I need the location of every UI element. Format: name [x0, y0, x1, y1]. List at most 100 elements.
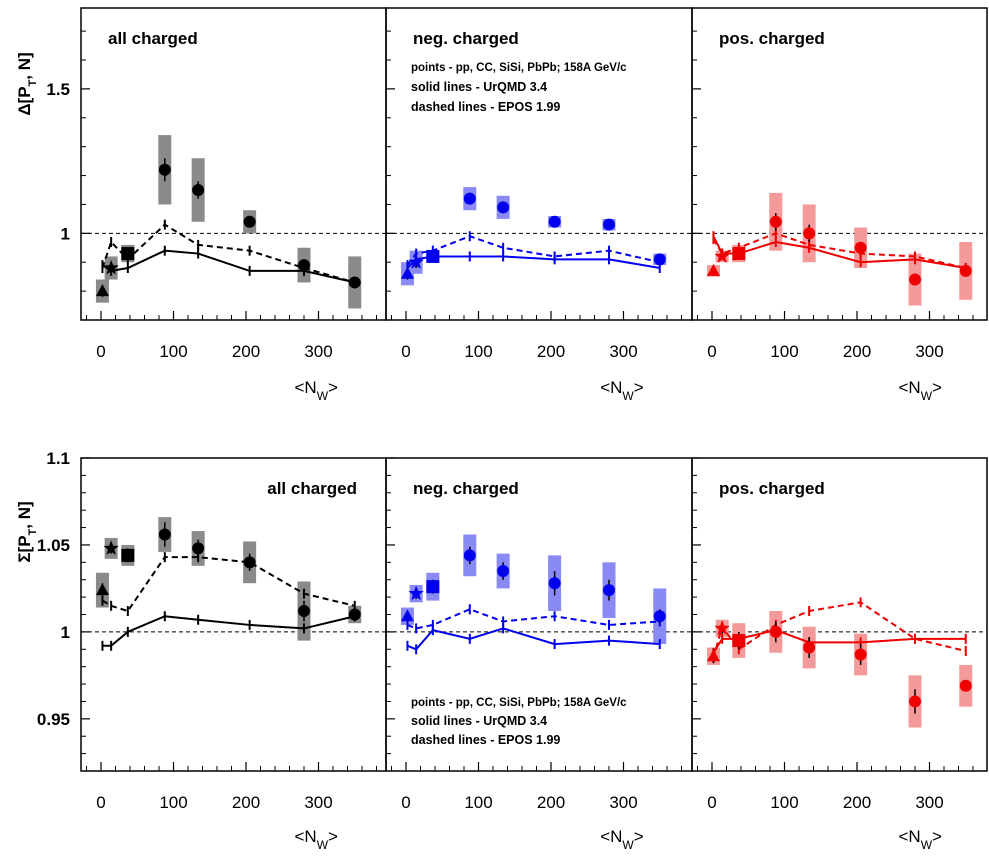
- data-point-square: [426, 580, 440, 594]
- data-point-triangle: [400, 266, 414, 279]
- data-point-circle: [959, 679, 972, 692]
- urqmd-line: [407, 627, 660, 651]
- epos-line: [406, 235, 660, 266]
- data-point-star: [103, 260, 119, 275]
- x-axis-label: <NW>: [899, 378, 943, 403]
- panel-frame: [691, 457, 988, 772]
- x-axis-label: <NW>: [295, 827, 339, 851]
- y-tick-label: 1: [61, 623, 70, 642]
- legend-line: dashed lines - EPOS 1.99: [411, 100, 560, 114]
- x-tick-label: 200: [232, 342, 260, 361]
- legend-line: solid lines - UrQMD 3.4: [411, 714, 547, 728]
- x-tick-label: 100: [464, 342, 492, 361]
- data-point-square: [732, 634, 746, 648]
- panel-frame: [80, 7, 387, 321]
- data-point-circle: [959, 264, 972, 277]
- panel-label: pos. charged: [719, 29, 825, 48]
- x-tick-label: 100: [159, 342, 187, 361]
- x-tick-label: 100: [464, 793, 492, 812]
- data-point-circle: [497, 201, 510, 214]
- data-point-circle: [803, 641, 816, 654]
- x-tick-label: 300: [915, 793, 943, 812]
- data-point-circle: [653, 253, 666, 266]
- data-point-circle: [243, 556, 256, 569]
- y-tick-label: 1.05: [37, 536, 70, 555]
- panel-frame: [691, 7, 988, 321]
- data-point-circle: [603, 218, 615, 231]
- panel-label: neg. charged: [413, 479, 519, 498]
- x-axis-label: <NW>: [295, 378, 339, 403]
- x-tick-label: 200: [843, 793, 871, 812]
- panel-all-charged: 0 100 200 300 <NW> all charged: [80, 7, 387, 403]
- urqmd-line: [712, 629, 966, 654]
- x-tick-label: 200: [537, 793, 565, 812]
- data-point-circle: [653, 610, 666, 623]
- data-point-triangle: [706, 649, 720, 662]
- y-tick-label: 1.5: [46, 80, 70, 99]
- data-point-triangle: [95, 583, 109, 596]
- panel-label: pos. charged: [719, 479, 825, 498]
- data-point-circle: [854, 648, 867, 661]
- x-tick-label: 300: [915, 342, 943, 361]
- data-point-circle: [909, 695, 921, 708]
- x-axis-label: <NW>: [600, 827, 644, 851]
- data-point-circle: [192, 542, 205, 555]
- y-tick-label: 0.95: [37, 710, 70, 729]
- data-point-triangle: [95, 284, 109, 297]
- x-tick-label: 100: [770, 342, 798, 361]
- panel-neg-charged: 0 100 200 300 <NW> neg. charged points - pp, C…: [385, 457, 693, 852]
- epos-line: [101, 223, 356, 284]
- data-point-circle: [548, 577, 561, 590]
- panel-neg-charged: 0 100 200 300 <NW> neg. charged points - pp, C…: [385, 7, 693, 403]
- data-point-star: [408, 254, 424, 269]
- y-tick-label: 1: [61, 224, 70, 243]
- panel-all-charged: 0 100 200 300 <NW> all charged: [80, 457, 387, 852]
- data-point-circle: [497, 565, 510, 578]
- data-point-square: [121, 548, 135, 562]
- x-tick-label: 300: [609, 342, 637, 361]
- x-tick-label: 200: [537, 342, 565, 361]
- data-point-circle: [463, 549, 476, 562]
- x-tick-label: 100: [159, 793, 187, 812]
- panel-pos-charged: 0 100 200 300 <NW> pos. charged: [691, 457, 988, 852]
- x-tick-label: 0: [401, 793, 410, 812]
- epos-line: [407, 608, 660, 630]
- data-point-star: [714, 620, 730, 635]
- legend-line: points - pp, CC, SiSi, PbPb; 158A GeV/c: [411, 697, 627, 709]
- panel-label: neg. charged: [413, 29, 519, 48]
- data-point-circle: [348, 608, 361, 621]
- data-point-square: [732, 247, 746, 261]
- x-tick-label: 300: [304, 793, 332, 812]
- y-axis-label: Σ[PT, N]: [15, 501, 39, 562]
- y-axis-label: Δ[PT, N]: [15, 52, 39, 115]
- data-point-circle: [803, 227, 816, 240]
- data-point-circle: [603, 584, 615, 597]
- data-point-circle: [298, 605, 310, 618]
- panel-pos-charged: 0 100 200 300 <NW> pos. charged: [691, 7, 988, 403]
- data-point-circle: [769, 625, 782, 638]
- x-axis-label: <NW>: [600, 378, 644, 403]
- x-tick-label: 0: [401, 342, 410, 361]
- data-point-triangle: [400, 609, 414, 622]
- x-tick-label: 200: [843, 342, 871, 361]
- epos-line: [101, 556, 355, 613]
- data-point-circle: [348, 276, 361, 289]
- x-tick-label: 300: [304, 342, 332, 361]
- data-point-circle: [909, 273, 921, 286]
- data-point-circle: [769, 215, 782, 228]
- legend-line: dashed lines - EPOS 1.99: [411, 733, 560, 747]
- x-tick-label: 0: [96, 793, 105, 812]
- urqmd-line: [406, 255, 660, 269]
- data-point-triangle: [706, 263, 720, 276]
- data-point-circle: [463, 192, 476, 205]
- y-tick-label: 1.1: [46, 449, 70, 468]
- data-point-circle: [158, 163, 171, 176]
- data-point-star: [408, 585, 424, 601]
- panel-label: all charged: [108, 29, 198, 48]
- data-point-square: [121, 247, 135, 261]
- x-tick-label: 0: [707, 342, 716, 361]
- x-tick-label: 0: [96, 342, 105, 361]
- x-tick-label: 200: [232, 793, 260, 812]
